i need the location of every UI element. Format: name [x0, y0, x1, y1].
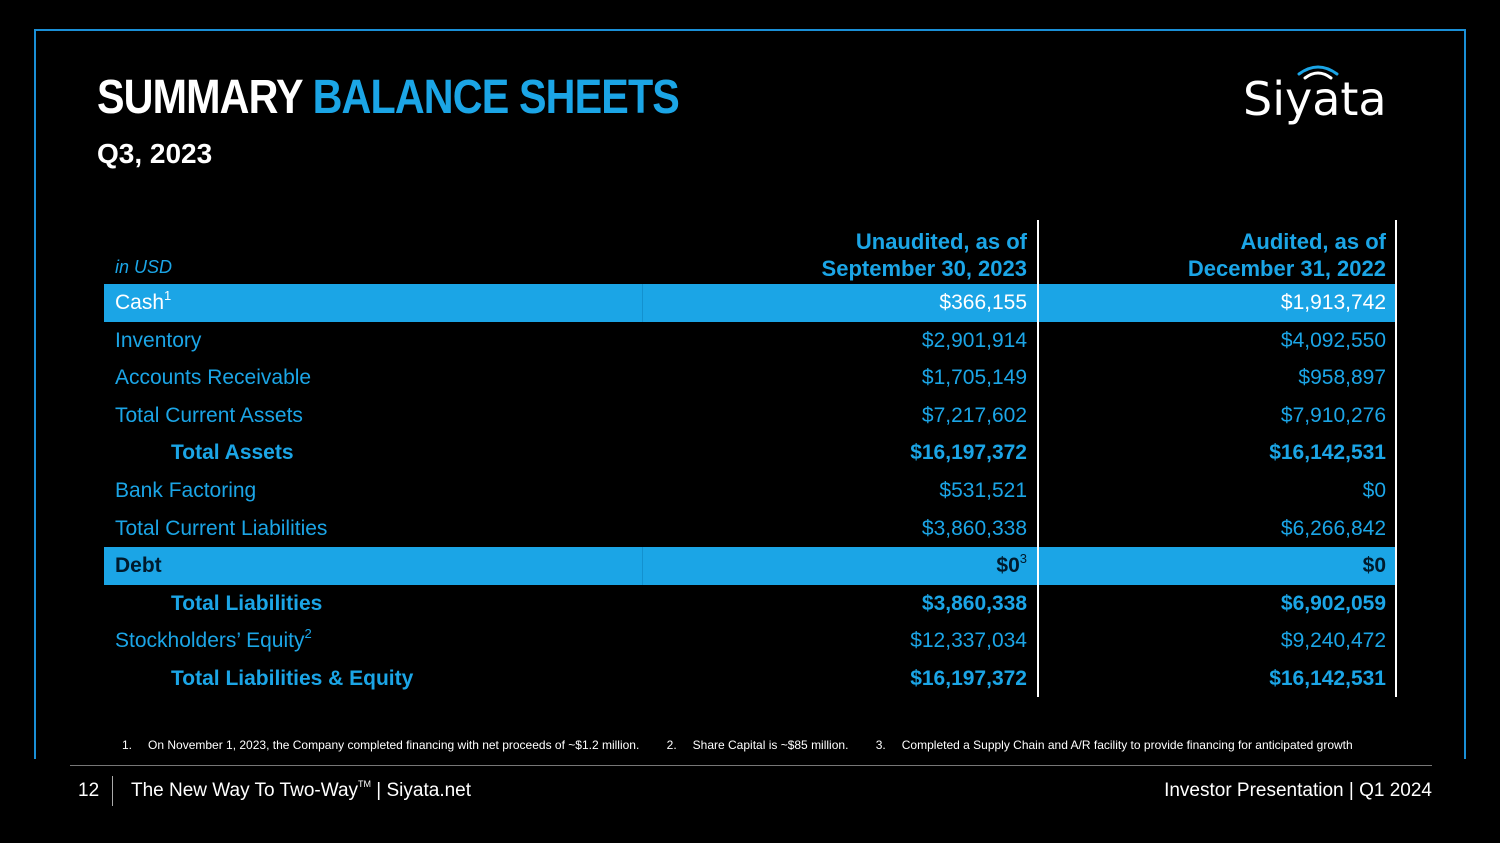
row-value-2023: $3,860,338: [921, 591, 1027, 615]
table-row-total-liabilities: Total Liabilities $3,860,338 $6,902,059: [104, 585, 1397, 623]
footer-separator: [112, 776, 113, 806]
row-value-2022: $7,910,276: [1280, 403, 1386, 427]
row-value-2022: $16,142,531: [1269, 666, 1386, 690]
footer-divider: [70, 765, 1432, 766]
row-value-2023: $2,901,914: [921, 328, 1027, 352]
row-label: Total Liabilities: [171, 591, 323, 615]
row-value-2022: $9,240,472: [1280, 629, 1386, 653]
table-header: in USD Unaudited, as of September 30, 20…: [104, 220, 1397, 284]
row-label: Inventory: [115, 328, 202, 352]
row-value-2023: $7,217,602: [921, 403, 1027, 427]
footnote-2-text: Share Capital is ~$85 million.: [692, 738, 849, 752]
row-value-2022: $16,142,531: [1269, 441, 1386, 465]
table-row-debt: Debt $03 $0: [104, 547, 1397, 585]
unit-label: in USD: [115, 257, 173, 277]
footnote-1-text: On November 1, 2023, the Company complet…: [148, 738, 640, 752]
row-value-2022: $4,092,550: [1280, 328, 1386, 352]
row-value-2022: $1,913,742: [1280, 291, 1386, 314]
col2-header: Audited, as of December 31, 2022: [1188, 228, 1386, 282]
row-value-2022: $0: [1362, 478, 1386, 502]
row-value-2023: $12,337,034: [910, 629, 1027, 653]
table-row-inventory: Inventory $2,901,914 $4,092,550: [104, 322, 1397, 360]
row-label: Total Assets: [171, 441, 294, 465]
row-value-2022: $0: [1362, 554, 1386, 578]
balance-sheet-table: in USD Unaudited, as of September 30, 20…: [104, 220, 1397, 698]
col1-header-line2: September 30, 2023: [821, 256, 1027, 281]
row-label: Total Current Liabilities: [115, 516, 328, 540]
row-label: Debt: [115, 554, 162, 578]
row-label: Total Liabilities & Equity: [171, 666, 414, 690]
footnote-1-num: 1.: [122, 738, 133, 752]
footer-site: | Siyata.net: [376, 780, 472, 801]
col2-header-line2: December 31, 2022: [1187, 256, 1386, 281]
slide-frame: [34, 29, 1466, 759]
page-number: 12: [78, 780, 100, 801]
col1-header: Unaudited, as of September 30, 2023: [822, 228, 1027, 282]
row-value-2023: $03: [996, 551, 1027, 578]
table-row-stockholders-equity: Stockholders’ Equity2 $12,337,034 $9,240…: [104, 622, 1397, 660]
row-value-2023: $1,705,149: [921, 366, 1027, 390]
row-value-2022: $6,902,059: [1280, 591, 1386, 615]
row-value-2023: $16,197,372: [910, 441, 1027, 465]
signal-arcs-icon: [1297, 65, 1339, 80]
footnote-3-text: Completed a Supply Chain and A/R facilit…: [901, 738, 1353, 752]
table-row-cash: Cash1 $366,155 $1,913,742: [104, 284, 1397, 322]
row-label: Total Current Assets: [115, 403, 303, 427]
footnotes: 1. On November 1, 2023, the Company compl…: [122, 738, 1377, 752]
trademark: TM: [358, 779, 372, 789]
table-row-total-current-assets: Total Current Assets $7,217,602 $7,910,2…: [104, 397, 1397, 435]
col2-header-line1: Audited, as of: [1240, 229, 1386, 254]
table-row-accounts-receivable: Accounts Receivable $1,705,149 $958,897: [104, 359, 1397, 397]
slide-title: SUMMARY BALANCE SHEETS: [97, 70, 680, 126]
table-row-total-liabilities-equity: Total Liabilities & Equity $16,197,372 $…: [104, 660, 1397, 698]
footnote-3-num: 3.: [875, 738, 886, 752]
footer-tagline: The New Way To Two-WayTM | Siyata.net: [131, 779, 472, 802]
row-value-2023: $531,521: [939, 478, 1027, 502]
logo-text: Siyata: [1243, 72, 1387, 126]
title-white: SUMMARY: [97, 71, 303, 124]
row-value-2022: $6,266,842: [1280, 516, 1386, 540]
table-row-total-current-liabilities: Total Current Liabilities $3,860,338 $6,…: [104, 510, 1397, 548]
siyata-logo: Siyata: [1243, 58, 1403, 128]
column-divider: [1395, 220, 1397, 697]
table-row-bank-factoring: Bank Factoring $531,521 $0: [104, 472, 1397, 510]
row-label: Cash1: [115, 288, 172, 314]
slide-subtitle: Q3, 2023: [97, 138, 213, 169]
column-divider: [1037, 220, 1039, 697]
row-label: Accounts Receivable: [115, 366, 312, 390]
footer-presentation-label: Investor Presentation | Q1 2024: [1164, 780, 1432, 801]
row-value-2023: $366,155: [939, 291, 1027, 314]
footnote-2-num: 2.: [666, 738, 677, 752]
row-label: Stockholders’ Equity2: [115, 626, 312, 653]
title-blue: BALANCE SHEETS: [312, 71, 680, 124]
row-value-2022: $958,897: [1298, 366, 1386, 390]
row-label: Bank Factoring: [115, 478, 257, 502]
row-value-2023: $3,860,338: [921, 516, 1027, 540]
col1-header-line1: Unaudited, as of: [855, 229, 1027, 254]
row-value-2023: $16,197,372: [910, 666, 1027, 690]
table-row-total-assets: Total Assets $16,197,372 $16,142,531: [104, 434, 1397, 472]
